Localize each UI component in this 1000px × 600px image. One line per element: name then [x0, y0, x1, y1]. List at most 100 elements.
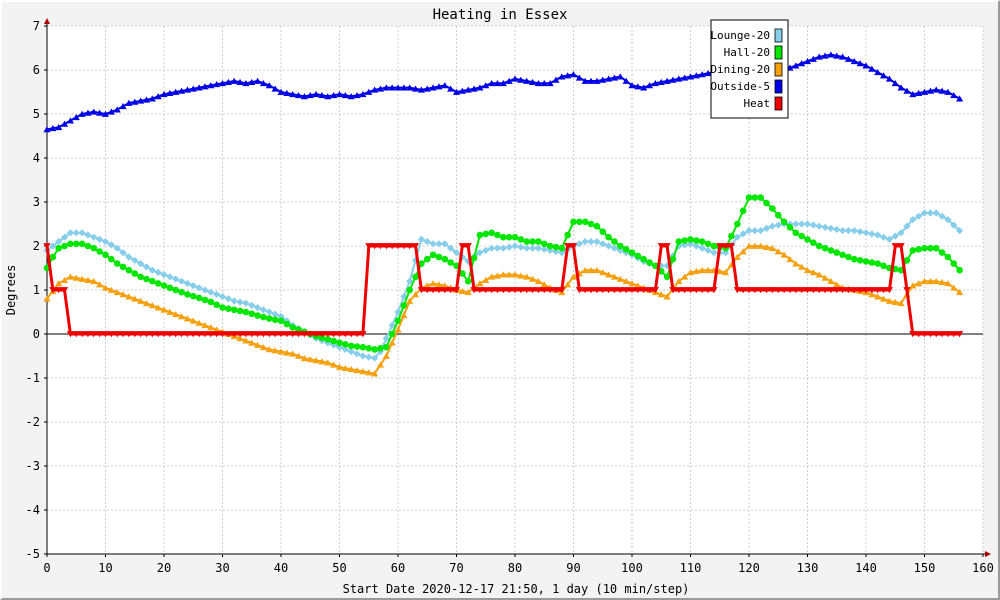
data-point: [844, 227, 853, 235]
data-point: [762, 287, 771, 294]
data-point: [622, 277, 630, 285]
data-point: [804, 236, 811, 243]
data-point: [423, 287, 431, 294]
data-point: [96, 281, 104, 288]
data-point: [704, 70, 712, 77]
data-point: [254, 77, 262, 84]
data-point: [172, 88, 180, 95]
data-point: [528, 244, 537, 252]
data-point: [277, 331, 285, 338]
data-point: [371, 346, 378, 353]
data-point: [283, 317, 291, 325]
data-point: [119, 331, 127, 338]
data-point: [693, 237, 700, 244]
data-point: [599, 76, 607, 83]
data-point: [909, 282, 917, 289]
data-point: [137, 273, 144, 281]
data-point: [72, 240, 80, 248]
data-point: [932, 331, 940, 338]
data-point: [142, 263, 151, 271]
data-point: [932, 244, 940, 252]
data-point: [593, 266, 601, 274]
data-point: [137, 331, 145, 338]
data-point: [868, 291, 876, 298]
data-point: [359, 90, 367, 98]
data-point: [406, 286, 414, 294]
data-point: [154, 280, 162, 287]
data-point: [218, 293, 227, 301]
data-point: [148, 302, 156, 309]
data-point: [394, 326, 402, 333]
data-point: [464, 288, 472, 296]
data-point: [540, 79, 548, 87]
data-point: [66, 117, 74, 124]
data-point: [242, 337, 250, 344]
data-point: [944, 88, 952, 95]
data-point: [458, 287, 466, 294]
data-point: [78, 275, 86, 282]
data-point: [862, 287, 870, 294]
data-point: [125, 331, 133, 338]
data-point: [552, 76, 560, 83]
data-point: [803, 57, 812, 65]
data-point: [879, 233, 888, 241]
data-point: [66, 273, 74, 280]
data-point: [300, 93, 308, 100]
data-point: [423, 238, 431, 246]
data-point: [517, 287, 525, 294]
data-point: [879, 287, 888, 294]
data-point: [897, 229, 905, 237]
data-point: [833, 52, 841, 59]
data-point: [259, 306, 268, 314]
data-point: [101, 331, 110, 338]
data-point: [681, 287, 689, 294]
data-point: [72, 114, 80, 121]
data-point: [400, 84, 408, 91]
data-point: [230, 331, 238, 338]
data-point: [499, 287, 507, 294]
data-point: [517, 76, 525, 83]
data-point: [722, 243, 730, 250]
data-point: [932, 277, 940, 285]
data-point: [341, 92, 349, 99]
x-tick-label: 80: [508, 561, 522, 575]
data-point: [90, 233, 98, 241]
data-point: [803, 266, 812, 274]
data-point: [242, 299, 250, 307]
data-point: [803, 287, 812, 294]
data-point: [84, 331, 92, 338]
data-point: [441, 282, 449, 289]
data-point: [704, 240, 712, 248]
data-point: [423, 255, 431, 263]
data-point: [663, 273, 671, 281]
data-point: [488, 79, 496, 87]
data-point: [587, 77, 595, 84]
data-point: [324, 331, 332, 338]
data-point: [499, 244, 507, 252]
data-point: [201, 331, 209, 338]
data-point: [177, 313, 186, 320]
data-point: [681, 237, 688, 244]
data-point: [821, 287, 829, 294]
data-point: [488, 244, 496, 252]
data-point: [324, 93, 332, 100]
data-point: [96, 235, 104, 243]
data-point: [686, 287, 695, 294]
data-point: [593, 238, 601, 246]
data-point: [920, 331, 929, 338]
data-point: [786, 255, 794, 263]
data-point: [166, 331, 174, 338]
data-point: [90, 277, 98, 285]
data-point: [236, 298, 244, 306]
series-dining-20: [43, 242, 964, 377]
data-point: [815, 287, 823, 294]
data-point: [382, 84, 390, 91]
data-point: [207, 298, 215, 306]
data-point: [605, 271, 613, 278]
data-point: [488, 229, 495, 237]
y-tick-label: 0: [33, 327, 40, 341]
data-point: [55, 244, 62, 252]
data-point: [347, 331, 355, 338]
data-point: [359, 343, 367, 351]
data-point: [500, 233, 507, 241]
